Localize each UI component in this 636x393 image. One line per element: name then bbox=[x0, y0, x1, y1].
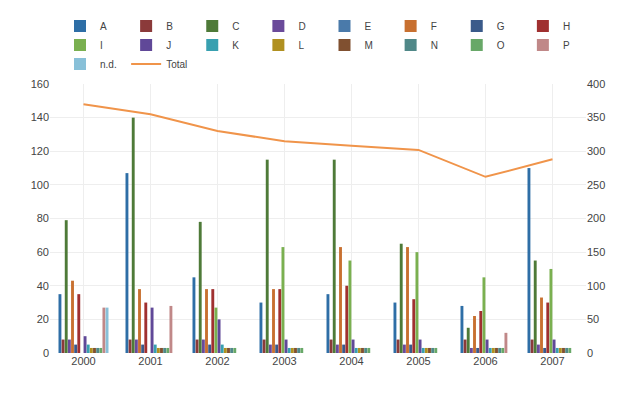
svg-text:200: 200 bbox=[587, 212, 605, 224]
svg-text:150: 150 bbox=[587, 246, 605, 258]
svg-text:350: 350 bbox=[587, 111, 605, 123]
svg-text:60: 60 bbox=[37, 246, 49, 258]
svg-text:2003: 2003 bbox=[272, 355, 296, 367]
svg-text:C: C bbox=[232, 21, 239, 32]
svg-text:0: 0 bbox=[587, 347, 593, 359]
svg-text:100: 100 bbox=[31, 179, 49, 191]
svg-text:140: 140 bbox=[31, 111, 49, 123]
svg-text:100: 100 bbox=[587, 280, 605, 292]
svg-text:2006: 2006 bbox=[473, 355, 497, 367]
svg-text:B: B bbox=[166, 21, 173, 32]
svg-text:E: E bbox=[365, 21, 372, 32]
svg-text:120: 120 bbox=[31, 145, 49, 157]
svg-text:Total: Total bbox=[166, 59, 187, 70]
svg-text:H: H bbox=[563, 21, 570, 32]
svg-text:K: K bbox=[232, 40, 239, 51]
svg-text:2000: 2000 bbox=[71, 355, 95, 367]
svg-text:2005: 2005 bbox=[406, 355, 430, 367]
svg-text:20: 20 bbox=[37, 313, 49, 325]
svg-text:400: 400 bbox=[587, 78, 605, 90]
svg-text:P: P bbox=[563, 40, 570, 51]
svg-text:50: 50 bbox=[587, 313, 599, 325]
svg-text:250: 250 bbox=[587, 179, 605, 191]
svg-text:J: J bbox=[166, 40, 171, 51]
svg-text:40: 40 bbox=[37, 280, 49, 292]
svg-text:2004: 2004 bbox=[339, 355, 363, 367]
svg-text:O: O bbox=[497, 40, 505, 51]
svg-text:2002: 2002 bbox=[205, 355, 229, 367]
svg-text:0: 0 bbox=[43, 347, 49, 359]
svg-text:D: D bbox=[298, 21, 305, 32]
svg-text:160: 160 bbox=[31, 78, 49, 90]
svg-text:F: F bbox=[431, 21, 437, 32]
svg-text:I: I bbox=[100, 40, 103, 51]
svg-text:G: G bbox=[497, 21, 505, 32]
svg-text:M: M bbox=[365, 40, 373, 51]
svg-text:2007: 2007 bbox=[540, 355, 564, 367]
svg-text:80: 80 bbox=[37, 212, 49, 224]
svg-text:n.d.: n.d. bbox=[100, 59, 117, 70]
svg-text:2001: 2001 bbox=[138, 355, 162, 367]
svg-text:A: A bbox=[100, 21, 107, 32]
svg-text:300: 300 bbox=[587, 145, 605, 157]
svg-text:N: N bbox=[431, 40, 438, 51]
svg-text:L: L bbox=[298, 40, 304, 51]
